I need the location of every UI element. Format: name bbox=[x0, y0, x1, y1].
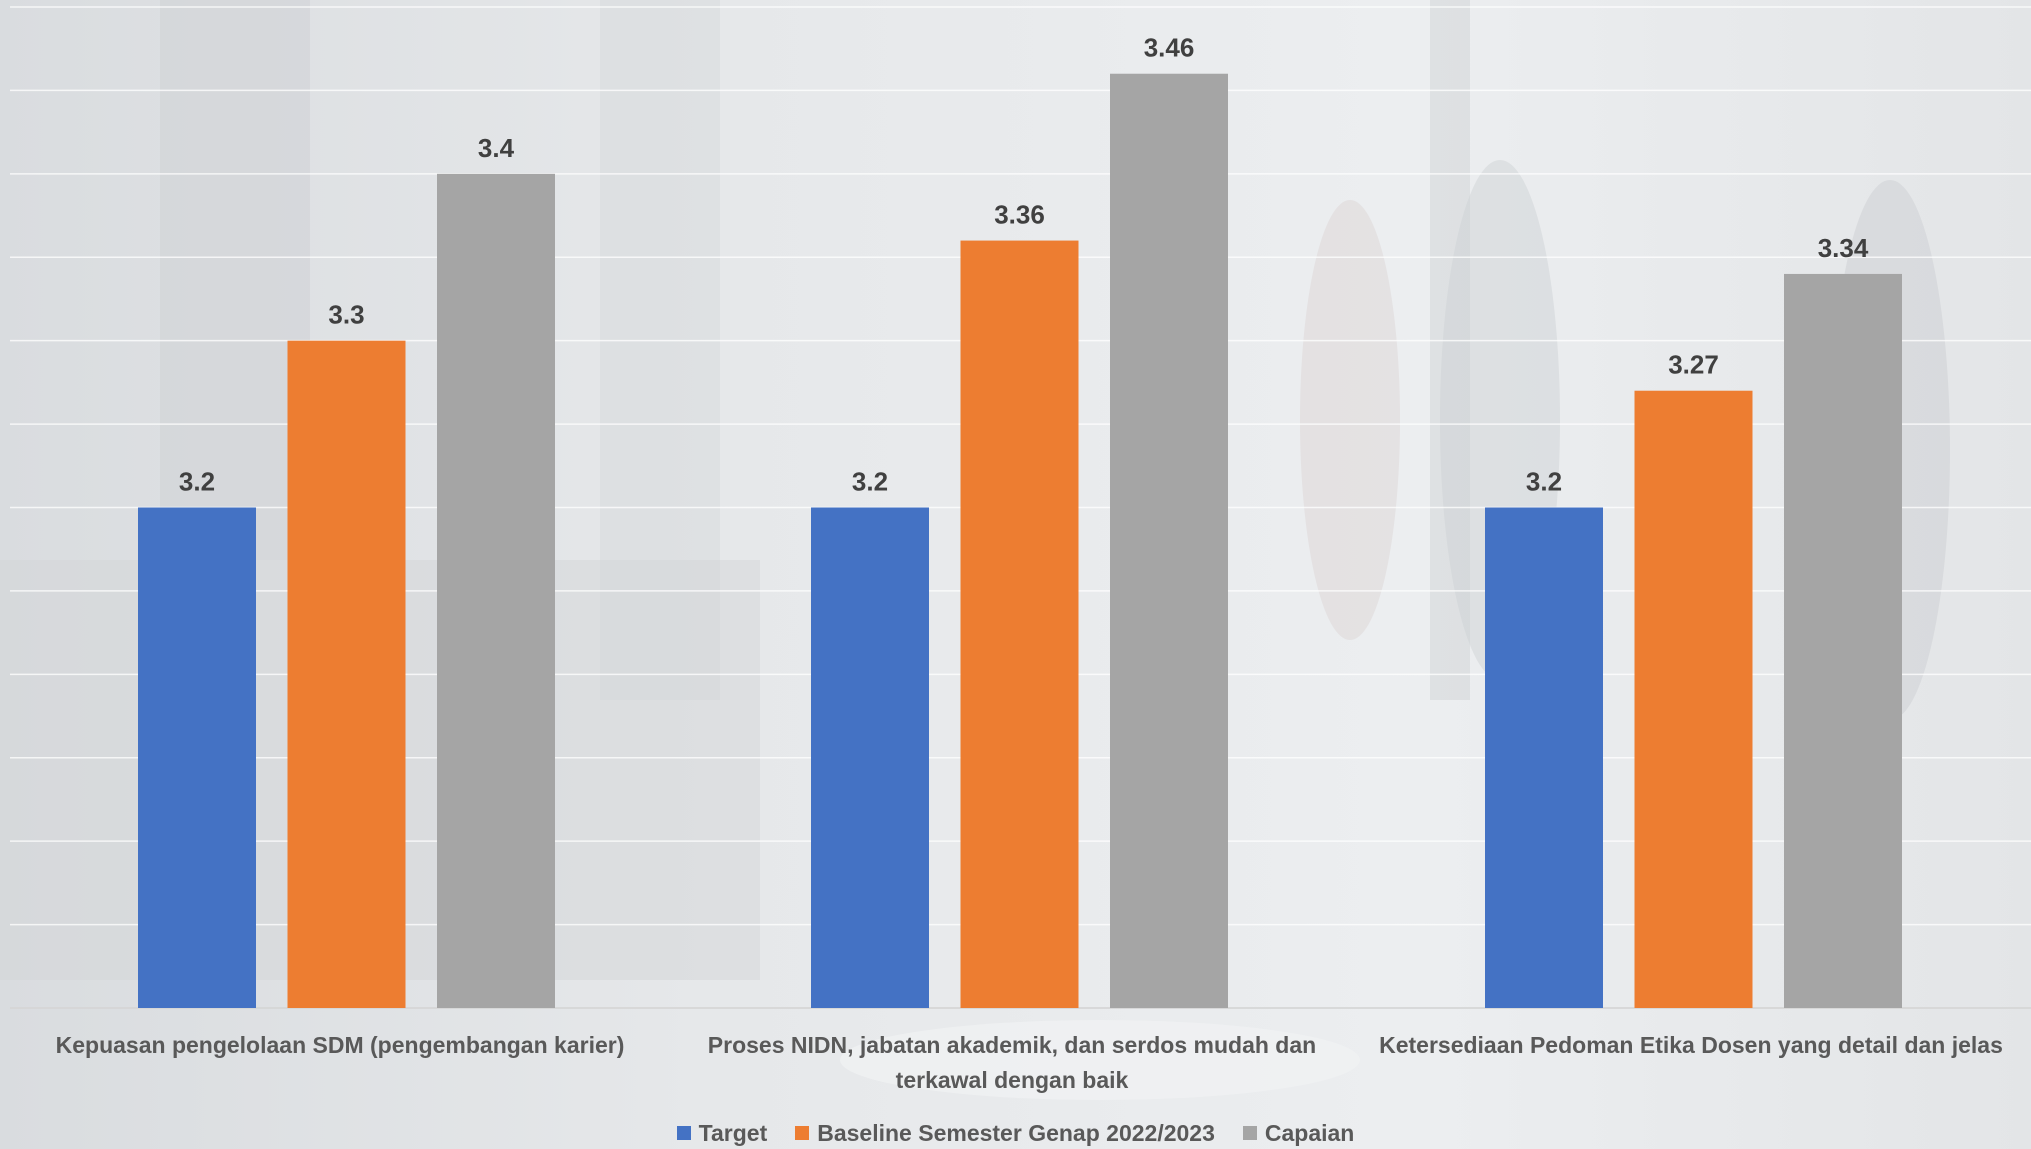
legend-label-target: Target bbox=[698, 1119, 768, 1146]
legend-swatch-capaian bbox=[1242, 1126, 1257, 1140]
legend-swatch-baseline bbox=[795, 1126, 810, 1140]
bar-baseline-1 bbox=[287, 340, 406, 1009]
bar-target-3 bbox=[1485, 507, 1603, 1008]
legend: Target Baseline Semester Genap 2022/2023… bbox=[0, 1118, 2031, 1148]
category-label-2: Proses NIDN, jabatan akademik, dan serdo… bbox=[707, 1032, 1317, 1093]
data-label-capaian-3: 3.34 bbox=[1818, 233, 1869, 263]
bar-target-2 bbox=[811, 507, 929, 1008]
bar-capaian-2 bbox=[1110, 73, 1228, 1008]
bars bbox=[138, 73, 1902, 1009]
data-label-capaian-2: 3.46 bbox=[1144, 33, 1195, 63]
bar-capaian-1 bbox=[437, 173, 555, 1009]
data-label-target-1: 3.2 bbox=[179, 467, 215, 497]
bar-baseline-2 bbox=[960, 240, 1079, 1009]
legend-label-capaian: Capaian bbox=[1264, 1119, 1355, 1146]
category-label-1: Kepuasan pengelolaan SDM (pengembangan k… bbox=[55, 1032, 625, 1058]
bar-target-1 bbox=[138, 507, 256, 1008]
legend-item-target: Target bbox=[676, 1119, 768, 1147]
category-label-3: Ketersediaan Pedoman Etika Dosen yang de… bbox=[1379, 1032, 2003, 1058]
data-label-target-3: 3.2 bbox=[1526, 467, 1562, 497]
bar-baseline-3 bbox=[1634, 390, 1753, 1008]
legend-swatch-target bbox=[676, 1126, 691, 1140]
data-label-baseline-2: 3.36 bbox=[994, 200, 1045, 230]
legend-item-baseline: Baseline Semester Genap 2022/2023 bbox=[795, 1120, 1215, 1147]
data-label-baseline-1: 3.3 bbox=[328, 300, 364, 330]
legend-label-baseline: Baseline Semester Genap 2022/2023 bbox=[817, 1119, 1215, 1146]
data-label-target-2: 3.2 bbox=[852, 467, 888, 497]
data-labels: 3.2 3.2 3.2 3.3 3.36 3.27 3.4 3.46 3.34 bbox=[179, 33, 1869, 497]
bar-capaian-3 bbox=[1784, 273, 1902, 1008]
data-label-baseline-3: 3.27 bbox=[1668, 350, 1719, 380]
data-label-capaian-1: 3.4 bbox=[478, 133, 515, 163]
legend-item-capaian: Capaian bbox=[1242, 1119, 1355, 1147]
